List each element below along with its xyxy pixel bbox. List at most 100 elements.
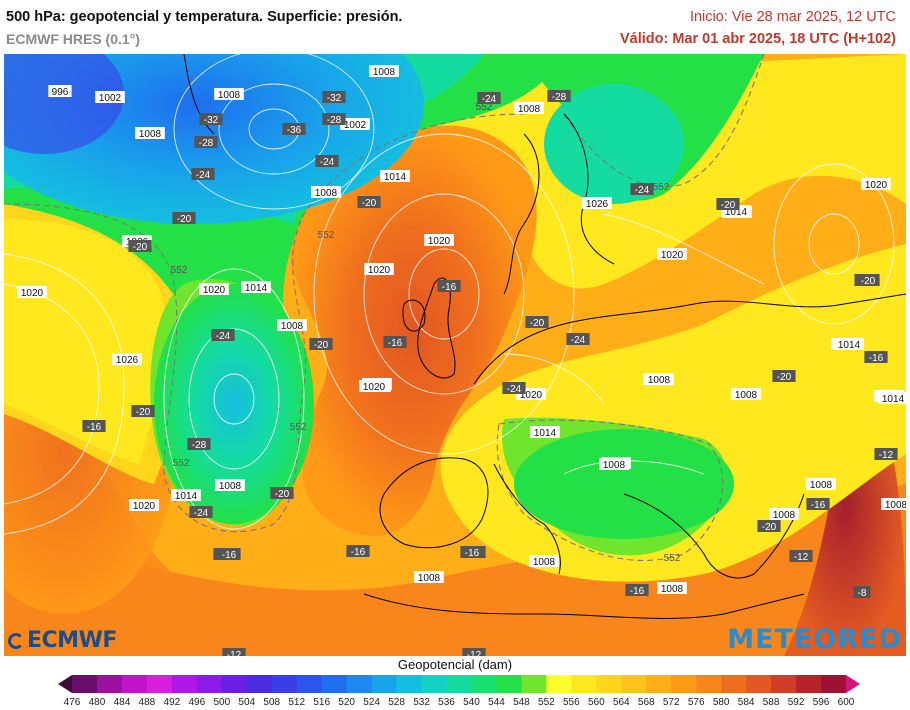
temperature-label-bg (189, 506, 213, 518)
colorbar-tick-label: 600 (837, 697, 855, 708)
isobar-label-bg (311, 186, 341, 198)
isobar-label-bg (215, 479, 245, 491)
isobar-label: 1008 (603, 460, 626, 471)
isobar-label: 1020 (428, 236, 451, 247)
temperature-label-bg (630, 183, 654, 195)
isobar-label-bg (199, 283, 229, 295)
colorbar-segment (421, 675, 448, 693)
colorbar-tick-label: 516 (313, 697, 331, 708)
temperature-label-bg (502, 382, 526, 394)
temperature-label: -16 (388, 338, 403, 349)
isobar-label-bg (95, 91, 125, 103)
temperature-label-bg (856, 274, 880, 286)
colorbar-segment (571, 675, 597, 693)
temperature-label: -28 (552, 92, 567, 103)
field-med-core (514, 429, 734, 539)
colorbar-tick-label: 524 (363, 697, 380, 708)
isobar-label: 1014 (534, 428, 557, 439)
isobar-labels: 996 1002 1008 1008 1008 1002 1008 1014 1008 1020 1… (17, 65, 906, 595)
temperature-label-bg (525, 316, 549, 328)
temperature-label: -20 (177, 214, 192, 225)
colorbar-segment (771, 675, 797, 693)
temperature-label-bg (199, 113, 223, 125)
temperature-label-bg (346, 545, 370, 557)
isobar-label: 1020 (520, 390, 543, 401)
temperature-label: -24 (507, 384, 522, 395)
colorbar-tick-label: 572 (662, 697, 680, 708)
contour-label: 552 (318, 230, 335, 241)
temperature-label-bg (222, 648, 246, 656)
contour-label: 552 (476, 102, 493, 113)
isobar-label: 1008 (418, 573, 441, 584)
colorbar-tick-label: 564 (612, 697, 630, 708)
isobar-label-bg (17, 286, 47, 298)
geopotential-colorbar (58, 675, 860, 693)
isobar-label: 1026 (586, 199, 609, 210)
isobar-lines (4, 54, 895, 535)
temperature-label: -20 (362, 198, 377, 209)
temperature-label-bg (172, 212, 196, 224)
temperature-label-bg (772, 370, 796, 382)
isobar-label-bg (657, 582, 687, 594)
temperature-label-bg (128, 240, 152, 252)
colorbar-segment (446, 675, 472, 693)
colorbar-tick-label: 592 (787, 697, 805, 708)
isobar-label-bg (369, 65, 399, 77)
colorbar-tick-label: 556 (563, 697, 580, 708)
colorbar-tick-label: 484 (113, 697, 131, 708)
colorbar-segment (271, 675, 298, 693)
temperature-label: -16 (351, 547, 366, 558)
isobar-label: 1020 (865, 180, 888, 191)
ecmwf-logo-text: ECMWF (27, 628, 117, 653)
temperature-label: -12 (794, 552, 809, 563)
colorbar-tick-label: 532 (413, 697, 430, 708)
isobar-label: 1008 (219, 481, 242, 492)
isobar-label: 1008 (315, 188, 338, 199)
isobar-label-bg (414, 571, 444, 583)
colorbar-segment (496, 675, 522, 693)
colorbar-tick-label: 528 (388, 697, 405, 708)
colorbar-segment (371, 675, 398, 693)
temperature-label-bg (437, 280, 461, 292)
isobar-label-bg (599, 458, 629, 470)
isobar-label-bg (380, 170, 410, 182)
colorbar-tick-label: 520 (338, 697, 355, 708)
isobar-label-bg (171, 489, 201, 501)
colorbar-tick-label: 588 (762, 697, 780, 708)
colorbar-segment (696, 675, 722, 693)
temperature-label-bg (757, 520, 781, 532)
init-time: Inicio: Vie 28 mar 2025, 12 UTC (689, 9, 896, 25)
isobar-label: 1014 (245, 283, 268, 294)
colorbar-segment (471, 675, 497, 693)
field-greenland-low (4, 54, 124, 154)
temperature-label: -20 (721, 200, 736, 211)
temperature-label: -20 (777, 372, 792, 383)
colorbar-tick-label: 496 (188, 697, 206, 708)
temperature-label-bg (462, 648, 486, 656)
isobar-label-bg (881, 498, 906, 510)
temperature-label-bg (187, 438, 211, 450)
contour-label: 552 (173, 458, 190, 469)
contour-552-med (496, 419, 724, 562)
isobar-label-bg (129, 499, 159, 511)
temperature-labels: -32 -32 -36 -28 -28 -24 -24 -24 -20 -20 -24 -20 -20 -… (82, 90, 898, 656)
isobar-label-bg (657, 248, 687, 260)
temperature-label-bg (625, 584, 649, 596)
coastlines (183, 54, 906, 619)
colorbar-tick-label: 548 (513, 697, 530, 708)
isobar-label-bg (878, 392, 906, 404)
temperature-label-bg (82, 420, 106, 432)
contour-label: 552 (476, 102, 493, 113)
temperature-label: -20 (136, 407, 151, 418)
temperature-label-bg (383, 336, 407, 348)
colorbar-tick-label: 512 (288, 697, 306, 708)
weather-map[interactable]: 996 1002 1008 1008 1008 1002 1008 1014 1008 1020 1… (4, 54, 906, 656)
isobar-label: 1008 (139, 129, 162, 140)
temperature-label: -12 (467, 650, 482, 656)
colorbar-tick-label: 560 (587, 697, 605, 708)
colorbar-tick-label: 580 (712, 697, 730, 708)
temperature-label-bg (566, 333, 590, 345)
colorbar-segment (646, 675, 672, 693)
colorbar-segment (146, 675, 173, 693)
